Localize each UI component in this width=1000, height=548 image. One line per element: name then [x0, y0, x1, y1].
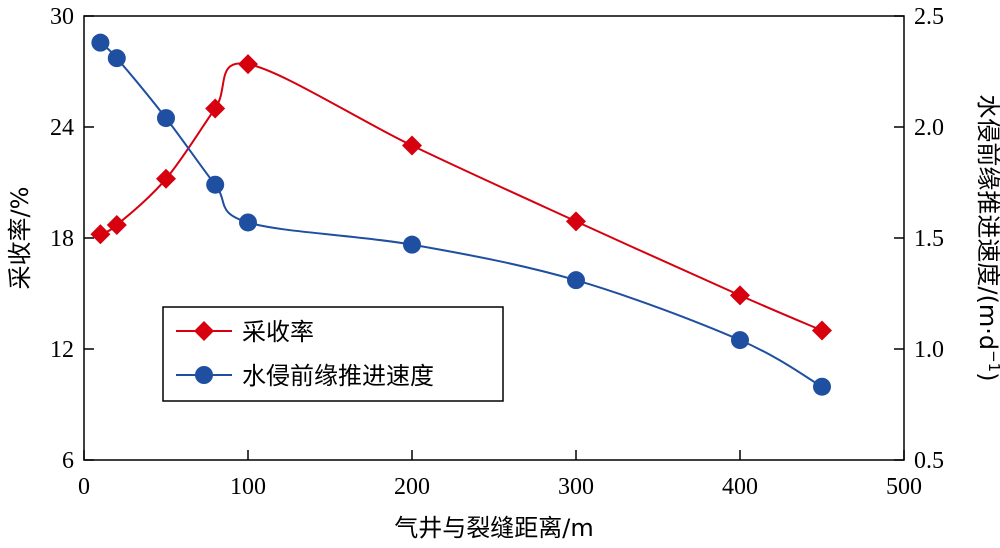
y-right-tick-label: 2.0 — [914, 115, 944, 141]
data-point-recovery — [156, 168, 176, 189]
y-right-tick-label: 0.5 — [914, 448, 944, 474]
legend-marker-water-advance — [195, 366, 213, 384]
y-right-tick-label: 2.5 — [914, 4, 944, 30]
legend-marker-recovery — [194, 321, 214, 341]
data-point-water-advance — [91, 33, 110, 52]
y-left-tick-label: 12 — [50, 337, 74, 363]
data-point-water-advance — [107, 49, 126, 68]
x-tick-label: 300 — [558, 474, 594, 500]
axis-ticks — [83, 15, 905, 461]
series-line-water-advance — [99, 41, 823, 388]
data-point-water-advance — [157, 109, 175, 128]
series-markers — [90, 33, 832, 396]
data-point-recovery — [205, 98, 226, 119]
x-tick-label: 200 — [394, 474, 430, 500]
x-tick-label: 500 — [886, 474, 922, 500]
data-point-recovery — [566, 211, 586, 232]
legend: 采收率 水侵前缘推进速度 — [162, 306, 504, 402]
data-point-water-advance — [813, 377, 831, 396]
series-line-recovery — [99, 62, 823, 332]
data-point-recovery — [238, 54, 258, 75]
y-right-tick-label: 1.5 — [914, 226, 944, 252]
data-point-recovery — [106, 215, 127, 236]
y-left-axis-label: 采收率/% — [6, 187, 34, 290]
y-right-axis-label-tail: ) — [974, 372, 1000, 381]
data-point-recovery — [812, 320, 832, 341]
data-point-water-advance — [206, 175, 225, 194]
data-point-recovery — [90, 224, 111, 245]
series-lines — [99, 41, 823, 388]
x-tick-label: 100 — [230, 474, 266, 500]
data-point-water-advance — [403, 235, 421, 254]
data-point-water-advance — [567, 271, 585, 290]
data-point-water-advance — [731, 331, 749, 350]
legend-box — [162, 306, 504, 402]
y-right-axis-label: 水侵前缘推进速度/(m·d−1) — [974, 94, 1000, 381]
x-tick-label: 400 — [722, 474, 758, 500]
legend-label-recovery: 采收率 — [242, 318, 314, 346]
axis-tick-labels: 0 100 200 300 400 500 6 12 18 24 30 0.5 1.0 1.5 2.0 2.5 — [50, 4, 944, 500]
data-point-recovery — [730, 285, 750, 306]
data-point-water-advance — [239, 213, 257, 232]
legend-label-water-advance: 水侵前缘推进速度 — [242, 362, 434, 390]
y-left-tick-label: 18 — [50, 226, 74, 252]
x-axis-label: 气井与裂缝距离/m — [394, 514, 593, 542]
y-right-axis-label-superscript: −1 — [985, 350, 1000, 372]
y-right-axis-label-main: 水侵前缘推进速度/(m·d — [974, 94, 1000, 350]
y-left-tick-label: 30 — [50, 4, 74, 30]
y-right-tick-label: 1.0 — [914, 337, 944, 363]
y-left-tick-label: 6 — [62, 448, 74, 474]
data-point-recovery — [402, 135, 422, 156]
x-tick-label: 0 — [78, 474, 90, 500]
y-left-tick-label: 24 — [50, 115, 74, 141]
